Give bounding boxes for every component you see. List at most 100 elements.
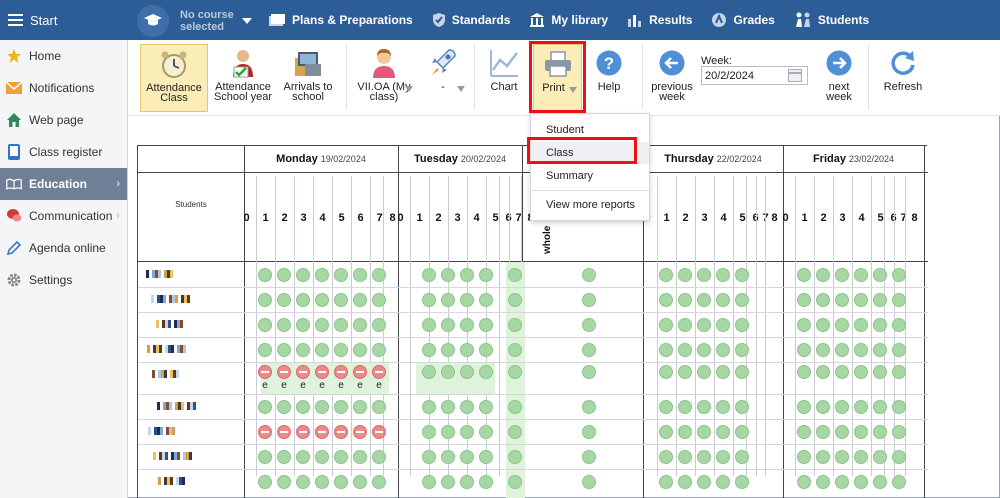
present-mark[interactable] <box>353 293 367 307</box>
sidebar-item-agenda-online[interactable]: Agenda online <box>0 232 127 264</box>
present-mark[interactable] <box>716 268 730 282</box>
present-mark[interactable] <box>460 365 474 379</box>
present-mark[interactable] <box>334 400 348 414</box>
present-mark[interactable] <box>835 475 849 489</box>
present-mark[interactable] <box>659 365 673 379</box>
present-mark[interactable] <box>697 425 711 439</box>
present-mark[interactable] <box>277 475 291 489</box>
present-mark[interactable] <box>835 268 849 282</box>
present-mark[interactable] <box>892 268 906 282</box>
present-mark[interactable] <box>258 475 272 489</box>
present-mark[interactable] <box>508 475 522 489</box>
print-menu-student[interactable]: Student <box>546 124 584 136</box>
present-mark[interactable] <box>716 365 730 379</box>
present-mark[interactable] <box>835 365 849 379</box>
present-mark[interactable] <box>296 293 310 307</box>
present-mark[interactable] <box>479 475 493 489</box>
present-mark[interactable] <box>816 475 830 489</box>
present-mark[interactable] <box>296 343 310 357</box>
present-mark[interactable] <box>873 400 887 414</box>
present-mark[interactable] <box>697 475 711 489</box>
whole-day-present-mark[interactable] <box>582 293 596 307</box>
present-mark[interactable] <box>441 425 455 439</box>
refresh-button[interactable]: Refresh <box>878 44 928 112</box>
absent-mark[interactable] <box>372 425 386 439</box>
present-mark[interactable] <box>479 425 493 439</box>
present-mark[interactable] <box>716 425 730 439</box>
present-mark[interactable] <box>697 450 711 464</box>
previous-week-button[interactable]: previous week <box>648 44 696 112</box>
course-selector[interactable]: No course selected <box>137 5 252 37</box>
present-mark[interactable] <box>873 318 887 332</box>
present-mark[interactable] <box>892 450 906 464</box>
help-button[interactable]: ? Help <box>586 44 632 112</box>
present-mark[interactable] <box>873 293 887 307</box>
present-mark[interactable] <box>659 318 673 332</box>
present-mark[interactable] <box>892 318 906 332</box>
present-mark[interactable] <box>258 450 272 464</box>
present-mark[interactable] <box>296 475 310 489</box>
present-mark[interactable] <box>835 400 849 414</box>
present-mark[interactable] <box>678 318 692 332</box>
present-mark[interactable] <box>372 343 386 357</box>
start-menu-button[interactable]: Start <box>0 0 128 40</box>
present-mark[interactable] <box>735 475 749 489</box>
present-mark[interactable] <box>835 293 849 307</box>
present-mark[interactable] <box>659 268 673 282</box>
present-mark[interactable] <box>716 293 730 307</box>
present-mark[interactable] <box>892 343 906 357</box>
present-mark[interactable] <box>835 450 849 464</box>
sidebar-item-web-page[interactable]: Web page <box>0 104 127 136</box>
present-mark[interactable] <box>797 318 811 332</box>
present-mark[interactable] <box>508 268 522 282</box>
present-mark[interactable] <box>716 343 730 357</box>
present-mark[interactable] <box>716 318 730 332</box>
present-mark[interactable] <box>479 268 493 282</box>
attendance-class-button[interactable]: Attendance Class <box>140 44 208 112</box>
present-mark[interactable] <box>315 268 329 282</box>
present-mark[interactable] <box>797 400 811 414</box>
nav-standards[interactable]: Standards <box>432 12 510 28</box>
whole-day-present-mark[interactable] <box>582 268 596 282</box>
present-mark[interactable] <box>277 450 291 464</box>
week-date-input[interactable] <box>701 66 808 85</box>
absent-mark[interactable] <box>277 365 291 379</box>
present-mark[interactable] <box>697 365 711 379</box>
absent-mark[interactable] <box>353 425 367 439</box>
present-mark[interactable] <box>334 318 348 332</box>
present-mark[interactable] <box>678 425 692 439</box>
nav-grades[interactable]: Grades <box>711 12 775 28</box>
present-mark[interactable] <box>797 450 811 464</box>
present-mark[interactable] <box>296 450 310 464</box>
present-mark[interactable] <box>735 343 749 357</box>
present-mark[interactable] <box>353 318 367 332</box>
whole-day-present-mark[interactable] <box>582 400 596 414</box>
present-mark[interactable] <box>296 400 310 414</box>
sidebar-item-home[interactable]: Home <box>0 40 127 72</box>
present-mark[interactable] <box>854 343 868 357</box>
print-menu-class[interactable]: Class <box>531 142 649 164</box>
absent-mark[interactable] <box>315 365 329 379</box>
present-mark[interactable] <box>296 268 310 282</box>
present-mark[interactable] <box>697 318 711 332</box>
present-mark[interactable] <box>460 318 474 332</box>
present-mark[interactable] <box>816 450 830 464</box>
present-mark[interactable] <box>697 343 711 357</box>
present-mark[interactable] <box>835 343 849 357</box>
present-mark[interactable] <box>372 268 386 282</box>
present-mark[interactable] <box>854 450 868 464</box>
whole-day-present-mark[interactable] <box>582 318 596 332</box>
present-mark[interactable] <box>334 450 348 464</box>
present-mark[interactable] <box>460 400 474 414</box>
present-mark[interactable] <box>277 343 291 357</box>
present-mark[interactable] <box>873 475 887 489</box>
absent-mark[interactable] <box>334 365 348 379</box>
present-mark[interactable] <box>508 425 522 439</box>
present-mark[interactable] <box>353 343 367 357</box>
next-week-button[interactable]: next week <box>816 44 862 112</box>
present-mark[interactable] <box>659 400 673 414</box>
present-mark[interactable] <box>479 343 493 357</box>
present-mark[interactable] <box>372 450 386 464</box>
present-mark[interactable] <box>735 450 749 464</box>
present-mark[interactable] <box>460 343 474 357</box>
